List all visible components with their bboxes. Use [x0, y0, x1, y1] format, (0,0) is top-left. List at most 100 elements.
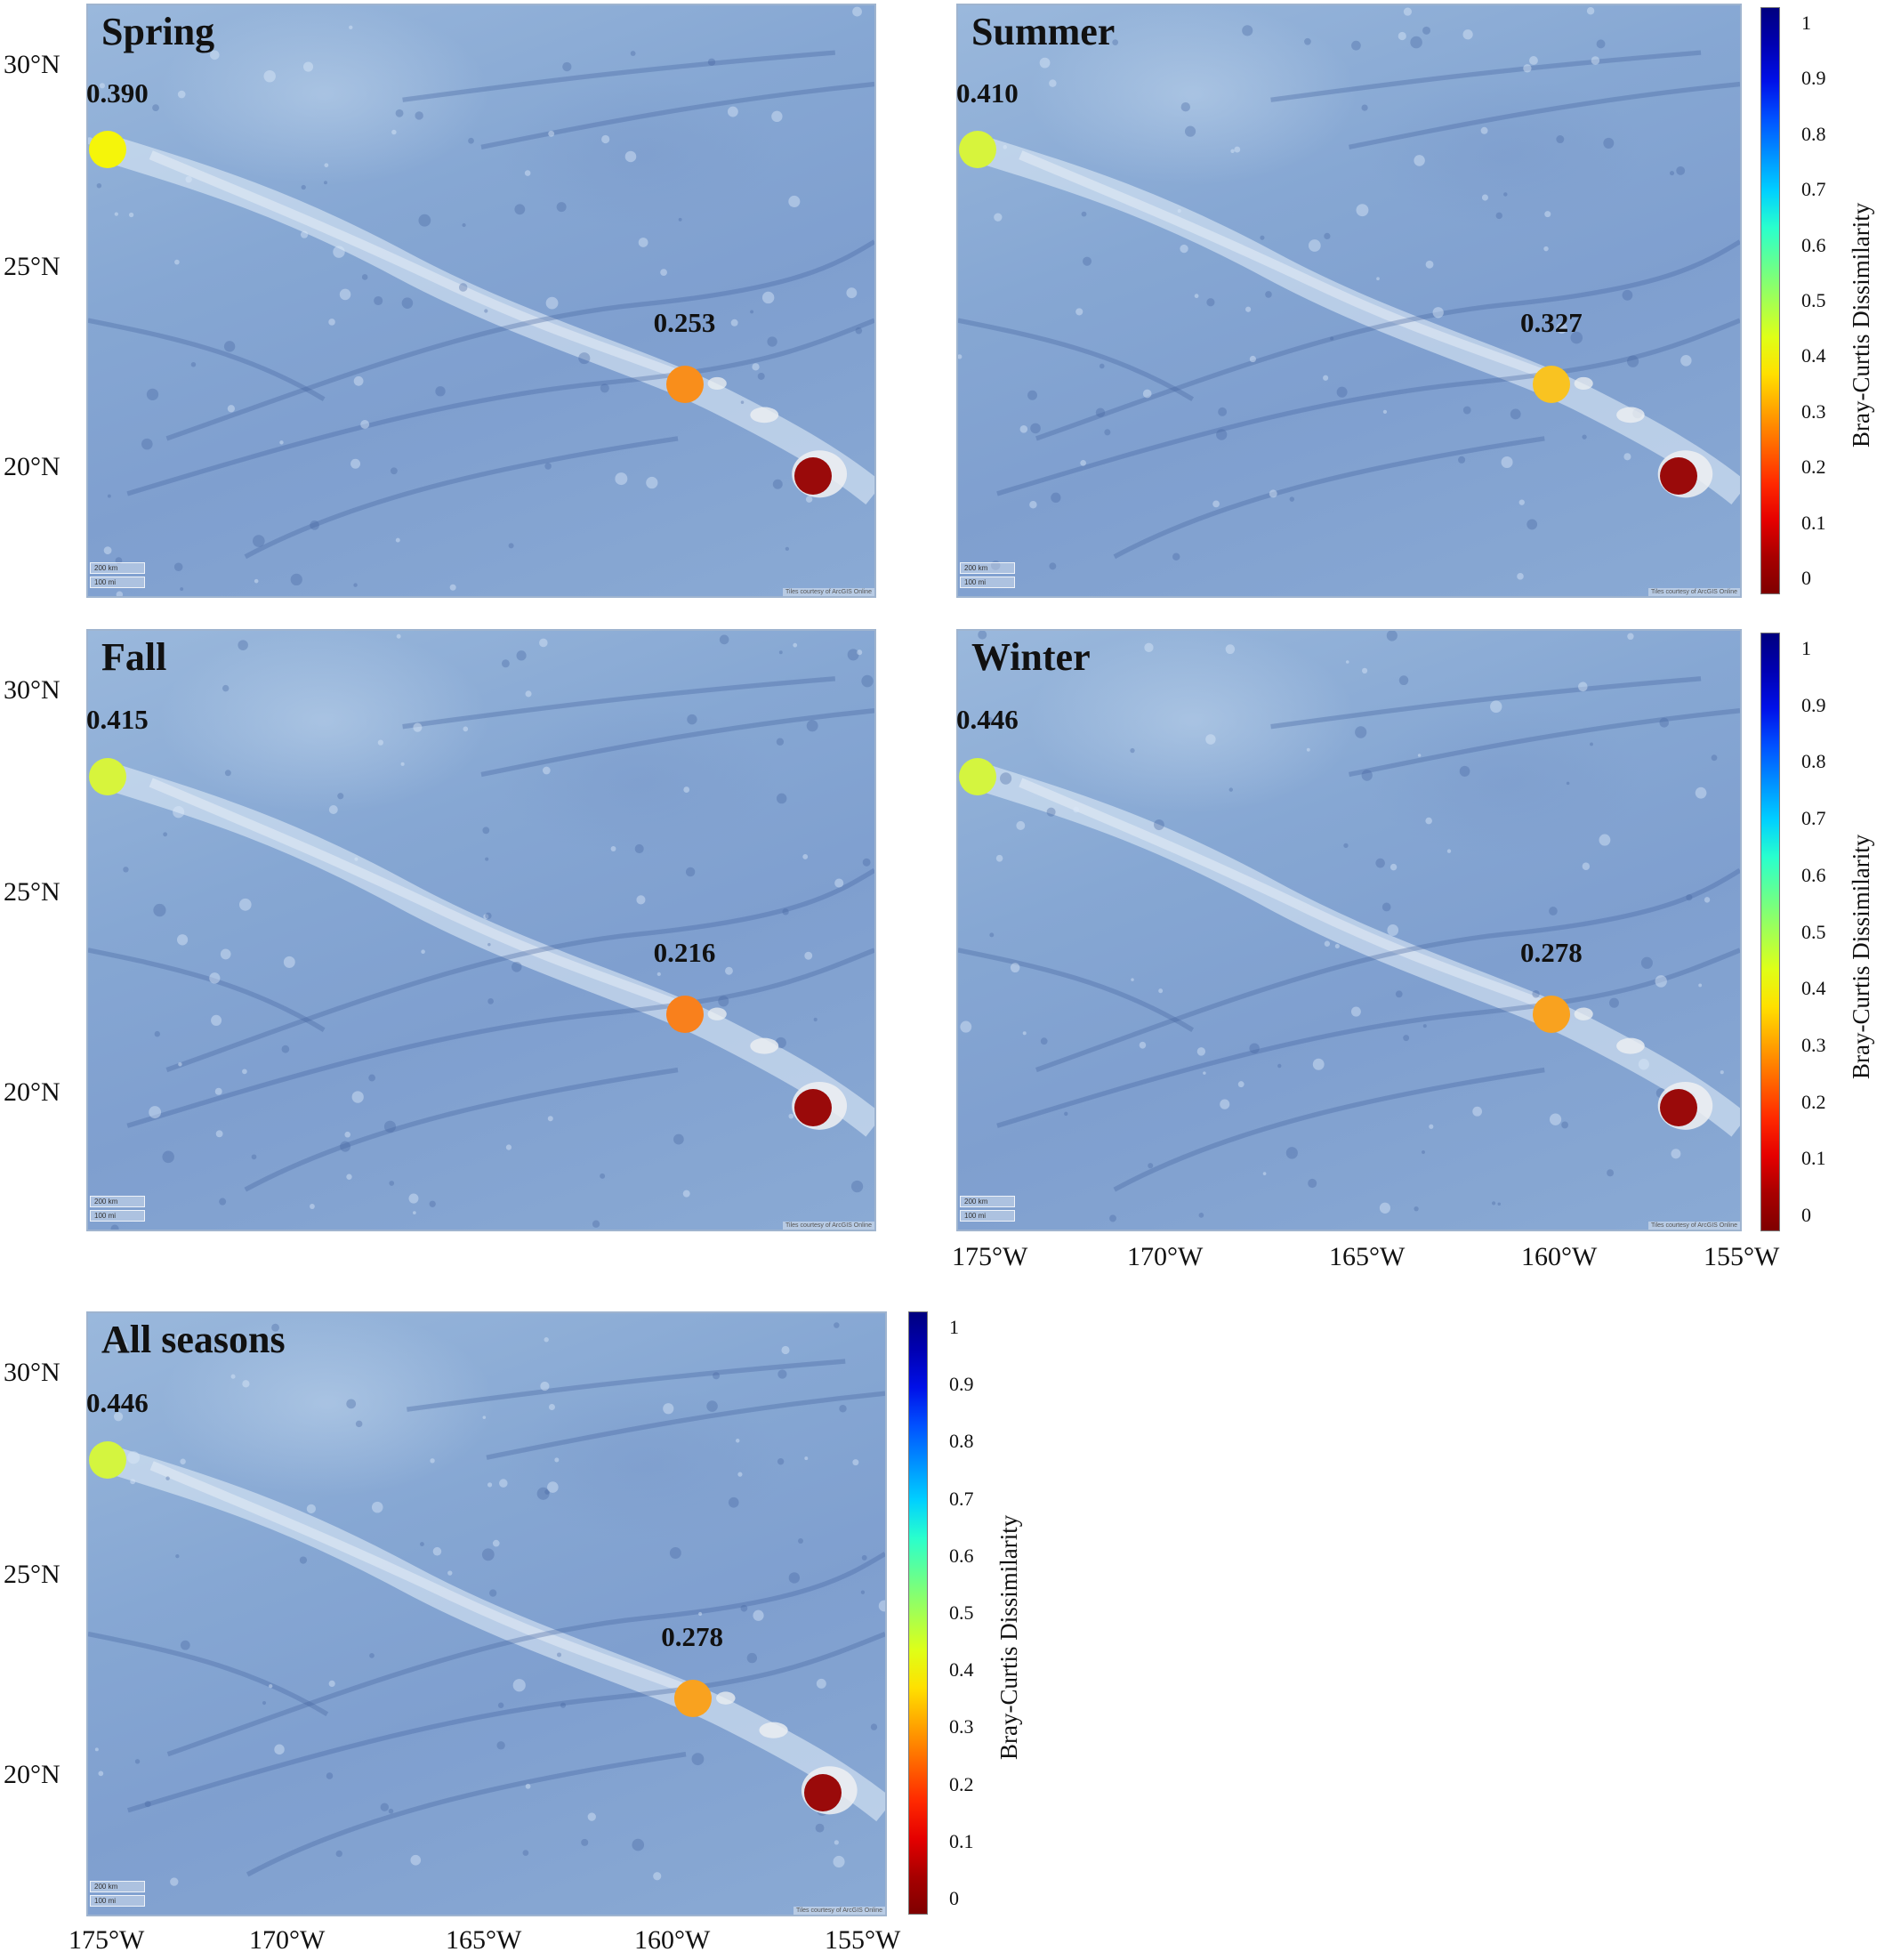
colorbar-tick: 0.8: [1801, 122, 1826, 145]
site-marker: [89, 1440, 127, 1479]
dissimilarity-value-label: 0.446: [956, 704, 1019, 736]
panel-title: Spring: [101, 10, 215, 53]
colorbar-gradient: [1760, 633, 1780, 1231]
map-panel-winter: Winter 0.446 0.278 200 km 100 mi Tiles courte…: [956, 629, 1742, 1231]
colorbar-tick: 0.1: [1801, 1147, 1826, 1170]
dissimilarity-value-label: 0.327: [1519, 307, 1583, 339]
latitude-label: 25°N: [4, 877, 60, 907]
latitude-label: 25°N: [4, 1560, 60, 1589]
colorbar-tick: 0.3: [949, 1715, 974, 1738]
dissimilarity-value-label: 0.415: [86, 704, 149, 736]
colorbar-tick: 1: [1801, 637, 1811, 659]
colorbar-tick: 0.2: [1801, 1090, 1826, 1113]
colorbar: 1 0.9 0.8 0.7 0.6 0.5 0.4 0.3 0.2 0.1 0 Bray-Curtis…: [908, 1311, 1024, 1915]
panel-title: Summer: [971, 10, 1116, 53]
colorbar-tick: 0.8: [1801, 750, 1826, 773]
bathymetry-relief: [958, 6, 1740, 580]
colorbar-tick: 0.6: [949, 1544, 974, 1567]
latitude-label: 25°N: [4, 252, 60, 281]
panel-title: Fall: [101, 635, 167, 679]
scale-bar: 200 km 100 mi: [90, 562, 145, 591]
colorbar-tick: 0.9: [1801, 67, 1826, 90]
colorbar-tick: 0.5: [1801, 289, 1826, 311]
scale-bar-km: 200 km: [90, 562, 145, 574]
colorbar-tick: 0.4: [949, 1658, 974, 1682]
colorbar-tick: 0.1: [949, 1829, 974, 1852]
colorbar-tick: 0.4: [1801, 977, 1826, 1000]
bathymetry-relief: [88, 633, 874, 1230]
bathymetry-relief: [88, 1322, 885, 1886]
longitude-label: 170°W: [1127, 1242, 1204, 1271]
dissimilarity-value-label: 0.278: [661, 1620, 723, 1652]
colorbar-gradient: [908, 1311, 928, 1915]
tile-credit: Tiles courtesy of ArcGIS Online: [783, 1222, 874, 1230]
basemap: [956, 629, 1742, 1231]
site-marker: [1533, 365, 1571, 403]
bathymetry-relief: [88, 6, 874, 596]
scale-bar-km: 200 km: [960, 562, 1015, 574]
site-marker: [958, 757, 996, 795]
longitude-label: 170°W: [249, 1925, 326, 1955]
scale-bar-mi: 100 mi: [90, 577, 145, 588]
colorbar-title: Bray-Curtis Dissimilarity: [995, 1514, 1022, 1760]
site-marker: [88, 130, 126, 168]
scale-bar: 200 km 100 mi: [960, 562, 1015, 591]
site-marker: [958, 130, 996, 168]
latitude-label: 30°N: [4, 1358, 60, 1387]
scale-bar-km: 200 km: [90, 1881, 145, 1892]
colorbar-tick: 0.7: [1801, 178, 1826, 201]
colorbar: 1 0.9 0.8 0.7 0.6 0.5 0.4 0.3 0.2 0.1 0 Bray-Curtis…: [1760, 633, 1876, 1231]
site-marker: [1533, 996, 1571, 1034]
longitude-label: 175°W: [68, 1925, 145, 1955]
colorbar-tick: 0.9: [949, 1373, 974, 1396]
scale-bar-mi: 100 mi: [960, 577, 1015, 588]
longitude-label: 165°W: [1329, 1242, 1406, 1271]
map-panel-fall: Fall 0.415 0.216 200 km 100 mi Tiles courtesy…: [86, 629, 876, 1231]
scale-bar: 200 km 100 mi: [90, 1196, 145, 1224]
colorbar-tick: 0.9: [1801, 693, 1826, 716]
colorbar-tick: 0.3: [1801, 399, 1826, 423]
longitude-label: 175°W: [952, 1242, 1028, 1271]
dissimilarity-value-label: 0.253: [653, 307, 716, 339]
map-panel-all-seasons: All seasons 0.446 0.278 200 km 100 mi Tiles c…: [86, 1311, 887, 1916]
longitude-label: 160°W: [1521, 1242, 1598, 1271]
colorbar-tick: 0.3: [1801, 1033, 1826, 1056]
scale-bar-km: 200 km: [960, 1196, 1015, 1207]
dissimilarity-value-label: 0.390: [86, 77, 149, 109]
site-marker: [1660, 457, 1698, 496]
colorbar-tick: 0.4: [1801, 344, 1826, 367]
colorbar-tick: 0.8: [949, 1430, 974, 1453]
dissimilarity-value-label: 0.278: [1519, 937, 1583, 969]
colorbar-tick: 0.5: [1801, 920, 1826, 943]
dissimilarity-value-label: 0.446: [86, 1386, 149, 1418]
site-marker: [804, 1773, 842, 1811]
colorbar-tick: 0.7: [1801, 807, 1826, 830]
scale-bar-mi: 100 mi: [960, 1210, 1015, 1222]
colorbar-gradient: [1760, 7, 1780, 594]
longitude-label: 155°W: [825, 1925, 901, 1955]
tile-credit: Tiles courtesy of ArcGIS Online: [783, 588, 874, 596]
basemap: [86, 1311, 887, 1916]
dissimilarity-value-label: 0.216: [653, 937, 716, 969]
site-marker: [666, 996, 705, 1034]
colorbar-tick: 0.2: [949, 1772, 974, 1795]
bathymetry-relief: [958, 631, 1740, 1222]
colorbar-tick: 1: [949, 1316, 959, 1338]
tile-credit: Tiles courtesy of ArcGIS Online: [1648, 588, 1740, 596]
longitude-label: 165°W: [446, 1925, 522, 1955]
longitude-label: 155°W: [1704, 1242, 1780, 1271]
colorbar-tick: 0: [1801, 1204, 1811, 1226]
colorbar: 1 0.9 0.8 0.7 0.6 0.5 0.4 0.3 0.2 0.1 0 Bray-Curtis…: [1760, 7, 1876, 594]
colorbar-tick: 0.2: [1801, 456, 1826, 479]
scale-bar-mi: 100 mi: [90, 1210, 145, 1222]
colorbar-tick: 0.7: [949, 1487, 974, 1510]
latitude-label: 20°N: [4, 1077, 60, 1107]
latitude-label: 30°N: [4, 675, 60, 705]
map-panel-spring: Spring 0.390 0.253 200 km 100 mi Tiles courte…: [86, 4, 876, 598]
colorbar-title: Bray-Curtis Dissimilarity: [1848, 202, 1874, 448]
scale-bar: 200 km 100 mi: [960, 1196, 1015, 1224]
site-marker: [793, 457, 832, 496]
site-marker: [1660, 1089, 1698, 1127]
site-marker: [793, 1089, 832, 1127]
site-marker: [666, 365, 705, 403]
